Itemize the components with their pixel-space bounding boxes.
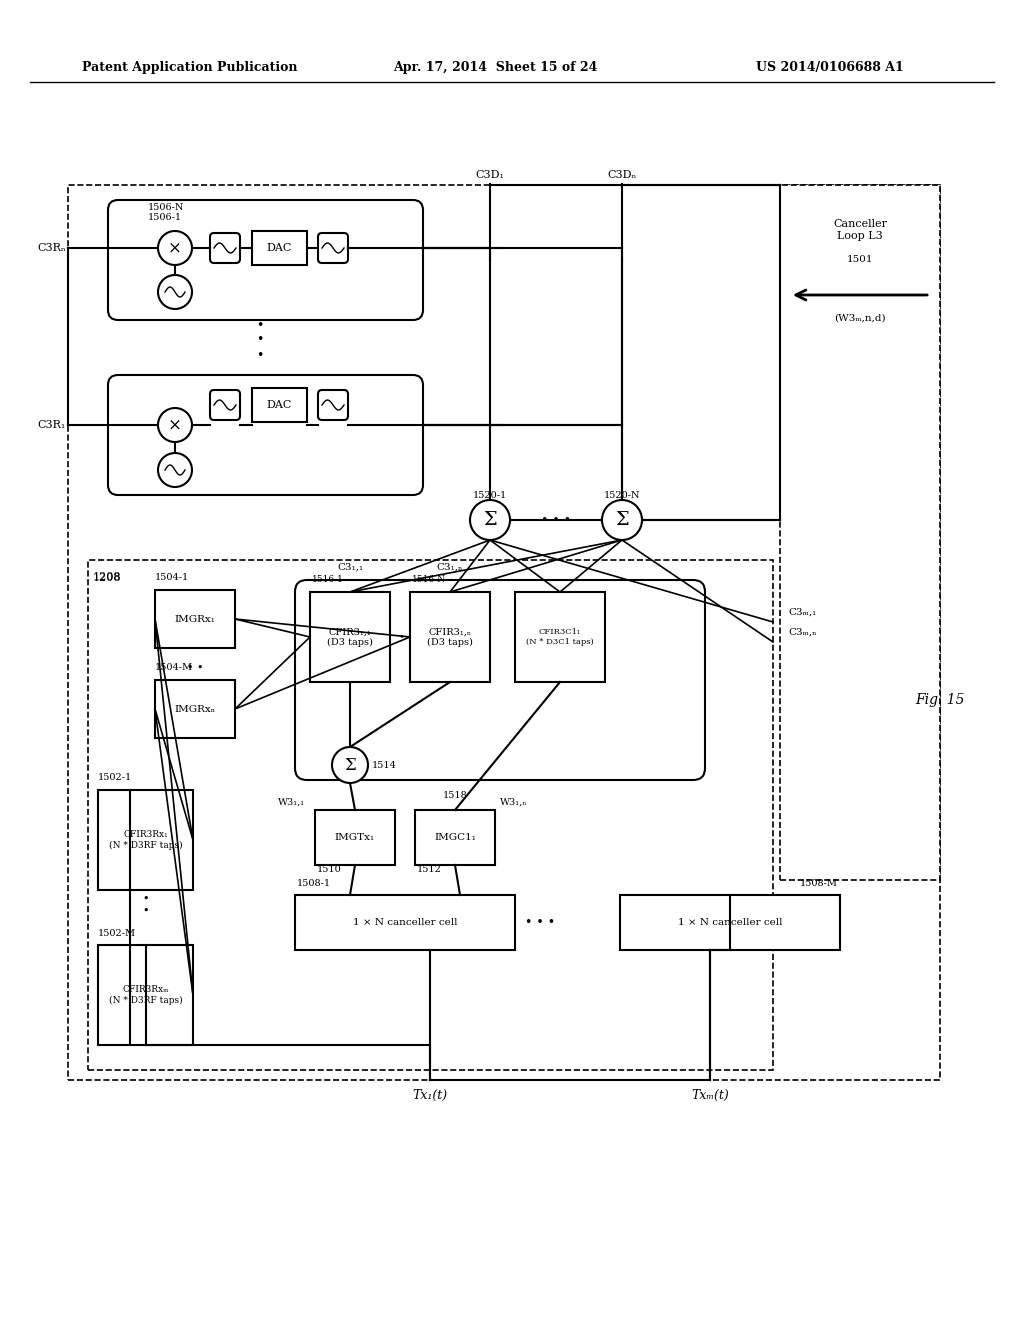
Circle shape xyxy=(332,747,368,783)
Text: Patent Application Publication: Patent Application Publication xyxy=(82,62,298,74)
FancyBboxPatch shape xyxy=(108,375,423,495)
Text: IMGTx₁: IMGTx₁ xyxy=(335,833,375,842)
FancyBboxPatch shape xyxy=(318,389,348,420)
Text: 1 × N canceller cell: 1 × N canceller cell xyxy=(678,917,782,927)
Circle shape xyxy=(158,408,193,442)
Text: 1516-1: 1516-1 xyxy=(312,576,344,585)
Text: C3ₘ,ₙ: C3ₘ,ₙ xyxy=(788,627,816,636)
Text: 1508-1: 1508-1 xyxy=(297,879,331,887)
Bar xyxy=(68,185,940,1080)
Text: CFIR3C1₁
(N * D3C1 taps): CFIR3C1₁ (N * D3C1 taps) xyxy=(526,628,594,645)
Text: DAC: DAC xyxy=(267,243,292,253)
Text: Apr. 17, 2014  Sheet 15 of 24: Apr. 17, 2014 Sheet 15 of 24 xyxy=(393,62,597,74)
Text: 1508-M: 1508-M xyxy=(800,879,838,887)
Bar xyxy=(295,895,515,950)
Text: 1510: 1510 xyxy=(317,866,342,874)
Bar xyxy=(155,590,234,648)
Text: (W3ₘ,n,d): (W3ₘ,n,d) xyxy=(835,314,886,322)
Bar xyxy=(415,810,495,865)
Text: 1504-M: 1504-M xyxy=(155,664,194,672)
Text: 1506-N: 1506-N xyxy=(148,202,184,211)
Text: CFIR3Rx₁
(N * D3RF taps): CFIR3Rx₁ (N * D3RF taps) xyxy=(109,830,182,850)
Text: 1504-1: 1504-1 xyxy=(155,573,189,582)
Bar xyxy=(98,789,193,890)
Text: DAC: DAC xyxy=(267,400,292,411)
Text: ×: × xyxy=(168,417,182,433)
Text: C3ₘ,₁: C3ₘ,₁ xyxy=(788,607,816,616)
Bar xyxy=(88,560,773,1071)
Bar xyxy=(310,591,390,682)
Text: 1502-M: 1502-M xyxy=(98,928,136,937)
Text: • • •: • • • xyxy=(541,513,571,527)
Text: Σ: Σ xyxy=(344,756,356,774)
FancyBboxPatch shape xyxy=(108,201,423,319)
Text: 1208: 1208 xyxy=(93,573,122,583)
Text: CFIR3₁,₁
(D3 taps): CFIR3₁,₁ (D3 taps) xyxy=(327,627,373,647)
Text: •
•: • • xyxy=(142,894,148,916)
Text: 1520-N: 1520-N xyxy=(604,491,640,499)
Text: IMGC1₁: IMGC1₁ xyxy=(434,833,476,842)
Text: • :: • : xyxy=(399,632,411,642)
Text: • •: • • xyxy=(186,663,203,673)
FancyBboxPatch shape xyxy=(210,389,240,420)
Text: C3Dₙ: C3Dₙ xyxy=(607,170,637,180)
Text: IMGRxₙ: IMGRxₙ xyxy=(174,705,216,714)
FancyBboxPatch shape xyxy=(318,234,348,263)
Text: • • •: • • • xyxy=(525,916,555,929)
Text: 1512: 1512 xyxy=(417,866,442,874)
Text: 1518: 1518 xyxy=(442,791,467,800)
Text: Canceller
Loop L3: Canceller Loop L3 xyxy=(833,219,887,240)
Bar xyxy=(252,231,307,265)
Text: Tx₁(t): Tx₁(t) xyxy=(413,1089,447,1101)
Bar xyxy=(780,185,940,880)
Text: 1514: 1514 xyxy=(372,760,397,770)
Text: CFIR3₁,ₙ
(D3 taps): CFIR3₁,ₙ (D3 taps) xyxy=(427,627,473,647)
Text: 1520-1: 1520-1 xyxy=(473,491,507,499)
Text: C3Rₙ: C3Rₙ xyxy=(37,243,66,253)
Text: Σ: Σ xyxy=(483,511,497,529)
Circle shape xyxy=(158,231,193,265)
Text: Fig. 15: Fig. 15 xyxy=(915,693,965,708)
Circle shape xyxy=(158,453,193,487)
Text: US 2014/0106688 A1: US 2014/0106688 A1 xyxy=(756,62,904,74)
Circle shape xyxy=(602,500,642,540)
Text: W3₁,₁: W3₁,₁ xyxy=(278,797,305,807)
Text: •
•
•: • • • xyxy=(256,318,264,362)
Text: 1208: 1208 xyxy=(93,572,122,582)
Text: C3D₁: C3D₁ xyxy=(475,170,505,180)
Bar xyxy=(410,591,490,682)
Text: CFIR3Rxₘ
(N * D3RF taps): CFIR3Rxₘ (N * D3RF taps) xyxy=(109,985,182,1005)
Bar xyxy=(315,810,395,865)
Bar xyxy=(98,945,193,1045)
Bar xyxy=(252,388,307,422)
Text: 1506-1: 1506-1 xyxy=(148,213,182,222)
Text: C3₁,₁: C3₁,₁ xyxy=(337,562,364,572)
Bar xyxy=(620,895,840,950)
Circle shape xyxy=(470,500,510,540)
Text: 1516-N: 1516-N xyxy=(412,576,446,585)
Text: C3R₁: C3R₁ xyxy=(38,420,66,430)
Text: 1 × N canceller cell: 1 × N canceller cell xyxy=(352,917,458,927)
Text: 1502-1: 1502-1 xyxy=(98,774,132,783)
FancyBboxPatch shape xyxy=(295,579,705,780)
Text: IMGRx₁: IMGRx₁ xyxy=(174,615,215,623)
Text: C3₁,ₙ: C3₁,ₙ xyxy=(437,562,463,572)
Text: W3₁,ₙ: W3₁,ₙ xyxy=(500,797,527,807)
Text: Σ: Σ xyxy=(615,511,629,529)
Bar xyxy=(155,680,234,738)
Bar xyxy=(515,591,605,682)
Text: 1501: 1501 xyxy=(847,256,873,264)
Circle shape xyxy=(158,275,193,309)
FancyBboxPatch shape xyxy=(210,234,240,263)
Text: Txₘ(t): Txₘ(t) xyxy=(691,1089,729,1101)
Text: ×: × xyxy=(168,239,182,256)
